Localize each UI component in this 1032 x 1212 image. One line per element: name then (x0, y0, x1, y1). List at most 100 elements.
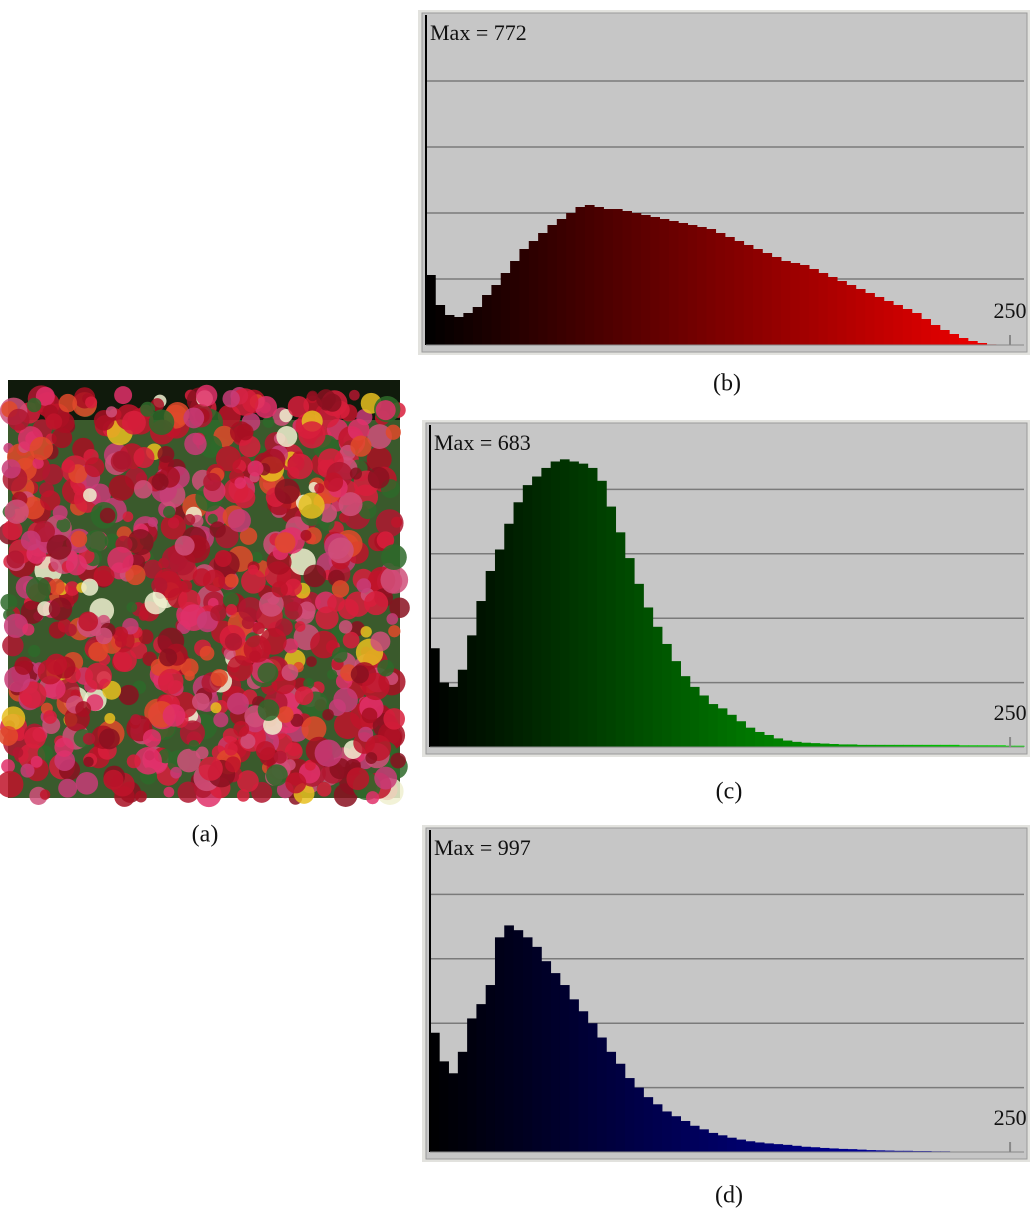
photo-blob (81, 578, 99, 596)
histogram-bar (491, 285, 502, 345)
x-tick-label: 250 (994, 1105, 1027, 1130)
histogram-bar (624, 558, 635, 747)
histogram-bar (782, 1144, 793, 1152)
photo-blob (365, 752, 378, 764)
histogram-bar (736, 1139, 746, 1152)
x-tick-label: 250 (993, 298, 1026, 323)
photo-blob (39, 789, 51, 800)
photo-blob (310, 630, 338, 659)
photo (0, 380, 410, 808)
photo-blob (159, 648, 178, 667)
histogram-bar (494, 937, 505, 1152)
photo-blob (75, 701, 92, 718)
photo-blob (240, 733, 256, 749)
histogram-bar (717, 708, 728, 747)
histogram-bar (522, 937, 533, 1152)
photo-blob (210, 605, 227, 622)
histogram-bar (457, 1051, 468, 1152)
photo-blob (195, 746, 209, 760)
histogram-bar (538, 233, 548, 345)
photo-blob (203, 472, 222, 492)
photo-blob (29, 436, 54, 461)
photo-blob (377, 659, 395, 677)
histogram-bar (687, 225, 698, 345)
histogram-bar (680, 1120, 691, 1152)
photo-blob (4, 499, 29, 524)
photo-blob (12, 747, 24, 758)
photo-blob (375, 509, 404, 537)
photo-blob (20, 530, 41, 551)
histogram-bar (510, 261, 520, 345)
photo-blob (82, 732, 96, 745)
photo-blob (247, 564, 259, 575)
histogram-bar (762, 253, 773, 345)
photo-blob (133, 480, 153, 499)
photo-blob (255, 741, 276, 761)
histogram-bar (949, 744, 960, 747)
histogram-bar (930, 325, 941, 345)
histogram-bar (986, 745, 997, 747)
photo-blob (287, 453, 313, 480)
photo-blob (257, 699, 280, 721)
photo-blob (233, 720, 250, 737)
photo-blob (250, 551, 263, 564)
photo-blob (148, 409, 175, 435)
histogram-bar (959, 745, 969, 747)
histogram-bar (865, 293, 875, 345)
histogram-bar (622, 211, 632, 345)
histogram-bar (472, 307, 483, 345)
histogram-bar (791, 1145, 802, 1152)
chart-caption: (d) (715, 1183, 743, 1209)
photo-blob (35, 386, 55, 406)
photo-blob (118, 684, 139, 706)
photo-blob (227, 509, 251, 533)
histogram-bar (454, 317, 464, 345)
histogram-bar (482, 295, 492, 345)
photo-blob (222, 390, 240, 408)
photo-blob (140, 401, 156, 417)
photo-blob (7, 408, 30, 431)
histogram-bar (513, 930, 524, 1152)
histogram-bar (504, 523, 514, 747)
histogram-bar (819, 1147, 830, 1152)
photo-blob (163, 505, 176, 519)
photo-blob (237, 770, 259, 793)
histogram-bar (827, 277, 838, 345)
histogram-bar (444, 315, 455, 345)
histogram-bar (706, 229, 717, 345)
histogram-bar (541, 467, 552, 747)
photo-caption: (a) (192, 822, 219, 848)
photo-blob (1, 706, 26, 730)
histogram-bar (949, 334, 959, 345)
histogram-bar (782, 740, 793, 747)
photo-blob (105, 406, 118, 418)
photo-blob (177, 781, 199, 803)
photo-blob (85, 396, 98, 409)
photo-blob (300, 529, 312, 541)
histogram-bar (662, 643, 672, 747)
histogram-bar (519, 249, 530, 345)
histogram-bar (773, 1144, 784, 1152)
photo-blob (45, 413, 63, 430)
photo-blob (210, 668, 228, 687)
photo-blob (380, 566, 409, 594)
photo-blob (385, 424, 401, 440)
photo-blob (333, 687, 358, 713)
photo-blob (127, 529, 154, 556)
photo-blob (375, 400, 396, 421)
photo-blob (30, 755, 43, 768)
histogram-bar (485, 570, 496, 747)
histogram-bar (838, 1148, 849, 1152)
photo-blob (98, 728, 120, 750)
photo-blob (2, 519, 23, 541)
histogram-bar (631, 213, 642, 345)
photo-blob (64, 623, 77, 637)
histogram-bar (736, 721, 746, 747)
photo-blob (298, 492, 325, 519)
histogram-bar (671, 1116, 681, 1152)
histogram-bar (902, 309, 913, 345)
photo-blob (376, 531, 395, 549)
histogram-bar (773, 738, 784, 747)
photo-blob (247, 460, 264, 477)
